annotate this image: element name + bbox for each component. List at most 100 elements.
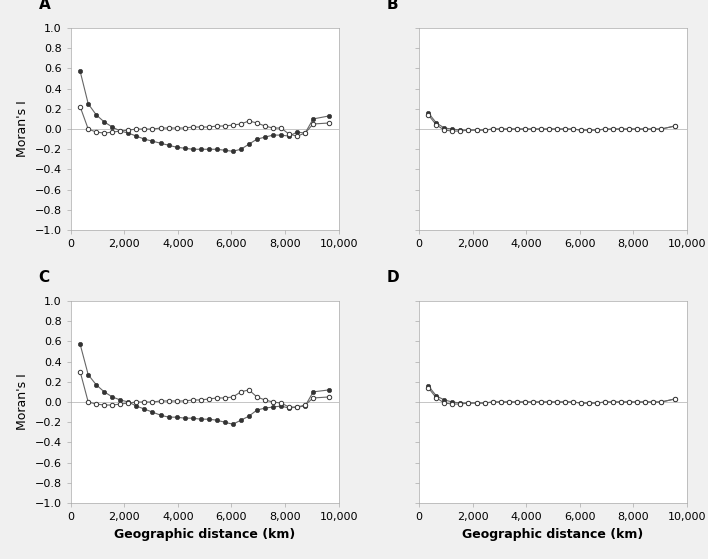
Point bbox=[107, 127, 118, 136]
Point bbox=[656, 397, 667, 406]
Point bbox=[535, 397, 547, 406]
Point bbox=[487, 125, 498, 134]
Point bbox=[511, 397, 523, 406]
Point bbox=[559, 397, 571, 406]
Point bbox=[187, 122, 198, 131]
Point bbox=[624, 125, 635, 134]
Text: B: B bbox=[387, 0, 399, 12]
Point bbox=[648, 125, 659, 134]
Point bbox=[576, 399, 587, 408]
Point bbox=[583, 399, 595, 408]
Point bbox=[171, 396, 182, 405]
Point bbox=[439, 396, 450, 405]
Point bbox=[591, 399, 603, 408]
Point bbox=[155, 139, 166, 148]
Point bbox=[179, 144, 190, 153]
Point bbox=[591, 399, 603, 408]
Point bbox=[607, 125, 619, 134]
Point bbox=[423, 381, 434, 390]
Point bbox=[639, 397, 651, 406]
Point bbox=[259, 132, 270, 141]
Point bbox=[479, 126, 490, 135]
Point bbox=[511, 125, 523, 134]
Point bbox=[511, 397, 523, 406]
Point bbox=[656, 125, 667, 134]
Point bbox=[187, 145, 198, 154]
Point bbox=[203, 145, 215, 154]
Point bbox=[147, 125, 158, 134]
Point bbox=[479, 399, 490, 408]
Point bbox=[447, 400, 458, 409]
Point bbox=[83, 125, 94, 134]
Point bbox=[83, 100, 94, 108]
Point bbox=[195, 122, 206, 131]
Point bbox=[527, 397, 539, 406]
Point bbox=[122, 397, 134, 406]
Point bbox=[455, 399, 466, 408]
Point bbox=[259, 121, 270, 130]
Point bbox=[600, 125, 611, 134]
Point bbox=[632, 125, 643, 134]
Point bbox=[195, 415, 206, 424]
Point bbox=[471, 126, 482, 135]
Point bbox=[171, 124, 182, 132]
Point bbox=[219, 394, 231, 402]
Point bbox=[235, 387, 246, 396]
Point bbox=[615, 125, 627, 134]
Point bbox=[503, 397, 514, 406]
Point bbox=[244, 140, 255, 149]
Point bbox=[259, 396, 270, 405]
Point bbox=[244, 385, 255, 394]
Point bbox=[187, 414, 198, 423]
Point bbox=[227, 121, 239, 130]
Point bbox=[91, 127, 102, 136]
Point bbox=[235, 120, 246, 129]
Point bbox=[624, 397, 635, 406]
Point bbox=[600, 397, 611, 406]
Point bbox=[559, 397, 571, 406]
Point bbox=[74, 367, 86, 376]
Point bbox=[171, 413, 182, 421]
Point bbox=[203, 122, 215, 131]
Point bbox=[471, 399, 482, 408]
Point bbox=[324, 392, 335, 401]
Point bbox=[235, 145, 246, 154]
Point bbox=[423, 111, 434, 120]
Point bbox=[163, 396, 174, 405]
Point bbox=[259, 404, 270, 413]
Point bbox=[471, 399, 482, 408]
Point bbox=[648, 397, 659, 406]
Point bbox=[591, 126, 603, 135]
Point bbox=[155, 124, 166, 132]
Point bbox=[299, 129, 311, 138]
Point bbox=[268, 131, 279, 140]
Point bbox=[292, 402, 303, 411]
Point bbox=[487, 397, 498, 406]
Point bbox=[203, 415, 215, 424]
Point bbox=[98, 117, 110, 126]
Point bbox=[107, 401, 118, 410]
Point bbox=[307, 387, 319, 396]
Text: C: C bbox=[39, 270, 50, 285]
Point bbox=[543, 125, 554, 134]
Point bbox=[479, 126, 490, 135]
Point bbox=[615, 397, 627, 406]
Point bbox=[519, 397, 530, 406]
Point bbox=[479, 399, 490, 408]
Point bbox=[447, 126, 458, 135]
Point bbox=[632, 397, 643, 406]
Point bbox=[131, 401, 142, 410]
Point bbox=[211, 416, 222, 425]
Point bbox=[268, 124, 279, 132]
Y-axis label: Moran's I: Moran's I bbox=[16, 101, 29, 158]
Point bbox=[244, 411, 255, 420]
Point bbox=[122, 129, 134, 138]
Point bbox=[115, 400, 126, 409]
Point bbox=[91, 380, 102, 389]
Point bbox=[251, 135, 263, 144]
Point bbox=[463, 126, 474, 135]
Point bbox=[98, 387, 110, 396]
Point bbox=[607, 125, 619, 134]
Point bbox=[535, 125, 547, 134]
Point bbox=[576, 126, 587, 135]
